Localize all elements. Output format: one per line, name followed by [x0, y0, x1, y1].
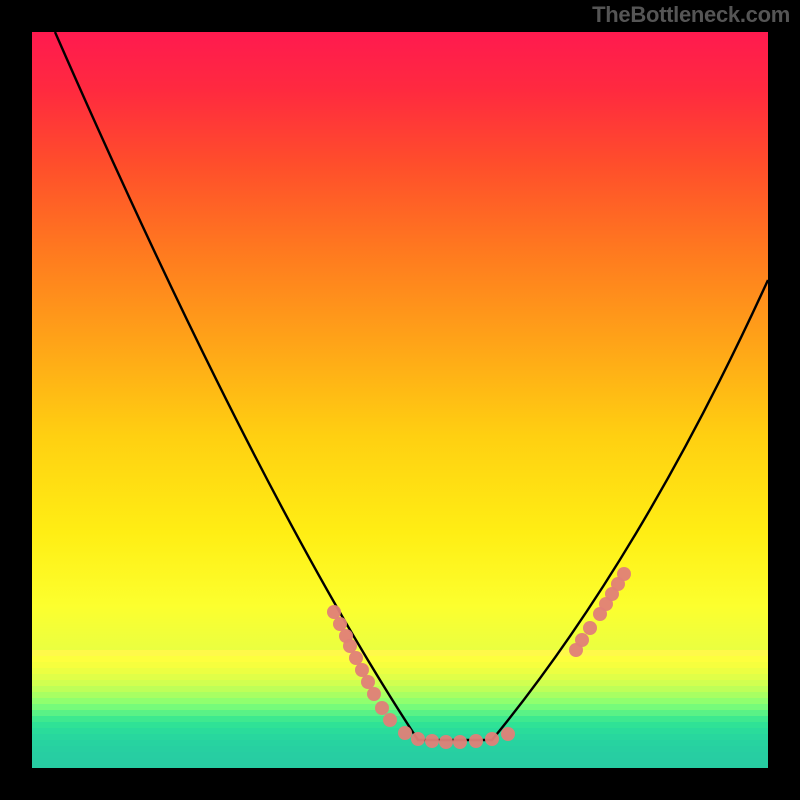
chart-svg [0, 0, 800, 800]
watermark-text: TheBottleneck.com [592, 2, 790, 28]
marker-dot [375, 701, 389, 715]
marker-dot [501, 727, 515, 741]
marker-dot [575, 633, 589, 647]
marker-dot [343, 639, 357, 653]
marker-dot [485, 732, 499, 746]
marker-dot [425, 734, 439, 748]
marker-dot [439, 735, 453, 749]
marker-dot [453, 735, 467, 749]
marker-dot [349, 651, 363, 665]
chart-root: TheBottleneck.com [0, 0, 800, 800]
marker-dot [617, 567, 631, 581]
marker-dot [398, 726, 412, 740]
marker-dot [361, 675, 375, 689]
marker-dot [469, 734, 483, 748]
marker-dot [327, 605, 341, 619]
marker-dot [355, 663, 369, 677]
marker-dot [333, 617, 347, 631]
marker-dot [411, 732, 425, 746]
marker-dot [367, 687, 381, 701]
marker-dot [383, 713, 397, 727]
marker-dot [583, 621, 597, 635]
